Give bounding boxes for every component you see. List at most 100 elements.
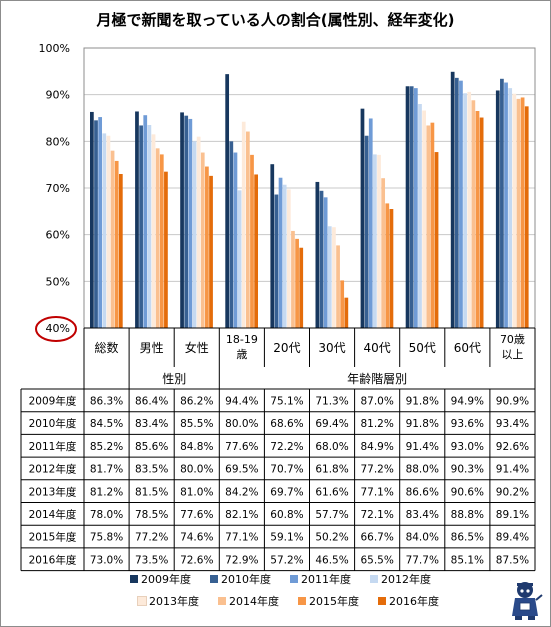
bar [500,78,504,328]
bar [516,98,521,328]
table-row-label: 2010年度 [29,417,77,430]
bar [286,189,291,328]
bar [139,125,143,328]
table-cell: 82.1% [225,509,258,521]
table-cell: 72.6% [180,554,213,566]
table-cell: 72.9% [225,554,258,566]
table-cell: 77.1% [360,486,393,498]
bar [151,134,156,328]
legend-label: 2015年度 [309,595,359,608]
bar [364,135,369,328]
table-cell: 77.2% [135,532,168,544]
bar [405,86,410,329]
bar [254,174,258,328]
bar [520,97,525,328]
table-cell: 84.2% [225,486,258,498]
table-cell: 84.8% [180,441,213,453]
table-cell: 78.0% [90,509,123,521]
table-cell: 86.6% [406,486,439,498]
bar [459,80,463,329]
category-label: 男性 [140,341,164,355]
table-cell: 72.2% [270,441,303,453]
bar [430,122,435,329]
bar [524,106,529,328]
legend-item: 2009年度 [130,573,191,587]
category-label: 歳 [236,348,247,361]
table-cell: 61.6% [315,486,348,498]
table-cell: 77.6% [180,509,213,521]
table-cell: 72.1% [360,509,393,521]
bar [495,90,500,328]
table-cell: 80.0% [225,418,258,430]
bar [155,148,160,328]
table-cell: 85.2% [90,441,123,453]
bar [475,111,480,328]
legend-swatch [210,575,218,583]
y-tick-label: 50% [46,275,70,288]
table-cell: 83.4% [406,509,439,521]
category-label: 70歳 [500,333,525,346]
table-cell: 73.0% [90,554,123,566]
bar [205,166,209,328]
table-cell: 93.4% [496,418,529,430]
table-row-label: 2011年度 [29,440,77,453]
table-cell: 89.1% [496,509,529,521]
table-cell: 80.0% [180,464,213,476]
bar [278,177,283,328]
bar [389,209,394,328]
bar [94,120,98,328]
table-cell: 69.7% [270,486,303,498]
table-cell: 77.6% [225,441,258,453]
bar [229,141,234,328]
category-label: 18-19 [226,333,258,346]
legend-label: 2012年度 [381,573,431,586]
table-cell: 81.5% [135,486,168,498]
table-cell: 73.5% [135,554,168,566]
category-label: 30代 [318,341,345,355]
table-cell: 81.7% [90,464,123,476]
bar [336,245,340,328]
bar [225,74,230,328]
bar [327,226,332,328]
bar [471,100,476,329]
bar [373,154,377,328]
table-cell: 70.7% [270,464,303,476]
legend-item: 2013年度 [137,595,199,609]
table-row-label: 2009年度 [29,395,77,408]
table-cell: 68.0% [315,441,348,453]
table-cell: 83.4% [135,418,168,430]
group-label: 性別 [162,372,186,386]
bar [118,174,123,328]
table-cell: 83.5% [135,464,168,476]
table-cell: 92.6% [496,441,529,453]
table-cell: 90.2% [496,486,529,498]
bar [180,112,184,329]
bar [245,131,250,328]
bar [106,135,111,328]
y-tick-label: 100% [39,42,70,55]
table-cell: 90.3% [451,464,484,476]
bar [114,160,119,328]
bar [426,125,431,328]
y-tick-label: 90% [46,89,70,102]
bar [512,93,517,328]
bar [143,115,148,328]
legend-item: 2016年度 [378,595,439,609]
table-cell: 65.5% [360,554,393,566]
table-cell: 74.6% [180,532,213,544]
table-cell: 88.0% [406,464,439,476]
table-cell: 61.8% [315,464,348,476]
table-cell: 81.0% [180,486,213,498]
table-cell: 71.3% [315,396,348,408]
bar [184,115,189,329]
y-tick-label: 60% [46,229,70,242]
table-cell: 66.7% [360,532,393,544]
table-cell: 46.5% [315,554,348,566]
category-label: 以上 [501,348,523,361]
bar [463,93,467,329]
table-cell: 68.6% [270,418,303,430]
bar [102,133,107,328]
table-cell: 81.2% [360,418,393,430]
bar [508,88,513,328]
